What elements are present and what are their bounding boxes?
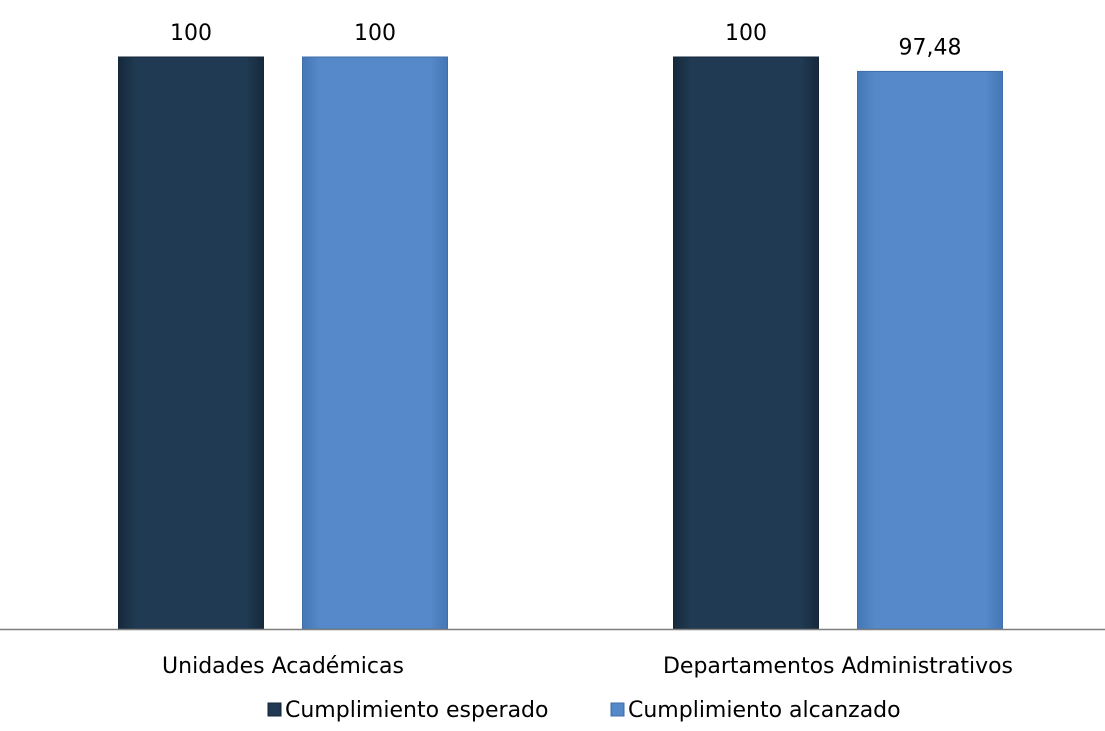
data-label: 97,48: [899, 35, 962, 60]
bar-alcanzado-1: [303, 57, 448, 629]
bars-layer: [119, 57, 1003, 629]
category-label: Departamentos Administrativos: [663, 654, 1013, 679]
bar-esperado-1: [119, 57, 264, 629]
category-labels-layer: Unidades Académicas Departamentos Adminis…: [162, 654, 1013, 679]
data-labels-layer: 100 100 100 97,48: [170, 21, 961, 60]
legend-swatch: [268, 703, 281, 716]
legend-label: Cumplimiento alcanzado: [628, 698, 901, 723]
data-label: 100: [725, 21, 767, 46]
bar-alcanzado-2: [858, 71, 1003, 629]
data-label: 100: [170, 21, 212, 46]
category-label: Unidades Académicas: [162, 654, 404, 679]
legend-item-alcanzado: Cumplimiento alcanzado: [611, 698, 901, 723]
legend-label: Cumplimiento esperado: [285, 698, 548, 723]
legend-swatch: [611, 703, 624, 716]
legend-item-esperado: Cumplimiento esperado: [268, 698, 548, 723]
legend: Cumplimiento esperado Cumplimiento alcanz…: [268, 698, 901, 723]
bar-esperado-2: [674, 57, 819, 629]
data-label: 100: [354, 21, 396, 46]
